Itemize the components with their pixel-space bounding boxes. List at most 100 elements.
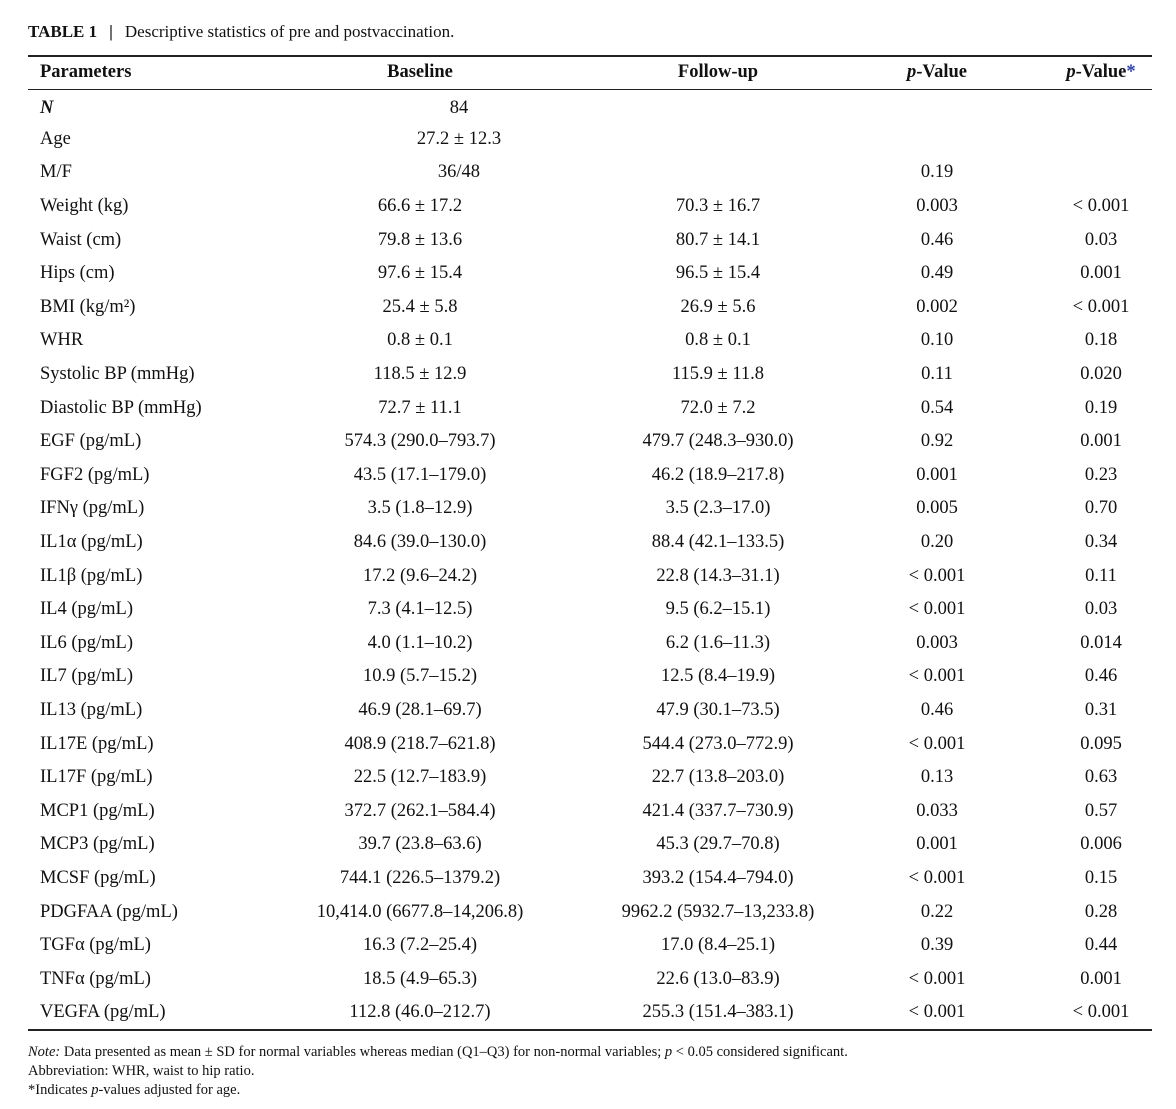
table-row: IL1α (pg/mL) 84.6 (39.0–130.0) 88.4 (42.1–… [28, 526, 1152, 560]
row-p-value: 0.46 [920, 699, 954, 720]
row-parameter: Hips (cm) [40, 263, 115, 284]
row-parameter: WHR [40, 330, 84, 351]
header-parameters: Parameters [40, 62, 132, 83]
row-p-value: 0.001 [916, 834, 958, 855]
row-baseline: 744.1 (226.5–1379.2) [339, 867, 501, 888]
row-parameter: MCP1 (pg/mL) [40, 800, 155, 821]
row-parameter: Age [40, 128, 71, 149]
row-parameter: Waist (cm) [40, 229, 122, 250]
row-followup: 80.7 ± 14.1 [675, 229, 761, 250]
row-parameter: IL1β (pg/mL) [40, 565, 143, 586]
row-p-value: 0.46 [920, 229, 954, 250]
star-text-2: -values adjusted for age. [98, 1082, 241, 1098]
row-combined-value: 84 [449, 97, 469, 118]
row-followup: 393.2 (154.4–794.0) [642, 867, 794, 888]
row-followup: 255.3 (151.4–383.1) [642, 1001, 794, 1022]
row-baseline: 408.9 (218.7–621.8) [344, 733, 496, 754]
header-p-rest: -Value [916, 62, 967, 83]
table-row: N 84 [28, 89, 1152, 123]
row-p-value-adjusted: 0.31 [1084, 699, 1118, 720]
row-p-value-adjusted: 0.15 [1084, 867, 1118, 888]
table-label: TABLE 1 [28, 22, 98, 41]
header-padj-italic: p [1066, 62, 1076, 83]
row-p-value [824, 89, 1050, 123]
table-row: M/F 36/48 0.19 [28, 156, 1152, 190]
table-row: FGF2 (pg/mL) 43.5 (17.1–179.0) 46.2 (18.9–… [28, 459, 1152, 493]
row-followup: 46.2 (18.9–217.8) [651, 464, 785, 485]
row-baseline: 39.7 (23.8–63.6) [358, 834, 482, 855]
row-baseline: 66.6 ± 17.2 [377, 196, 463, 217]
row-p-value-adjusted: 0.57 [1084, 800, 1118, 821]
row-p-value-adjusted: < 0.001 [1072, 196, 1130, 217]
row-followup: 9.5 (6.2–15.1) [665, 599, 771, 620]
row-parameter: IL1α (pg/mL) [40, 532, 143, 553]
row-parameter: M/F [40, 162, 72, 183]
row-parameter: BMI (kg/m²) [40, 296, 136, 317]
table-row: Diastolic BP (mmHg) 72.7 ± 11.1 72.0 ± 7.2… [28, 391, 1152, 425]
row-parameter: IFNγ (pg/mL) [40, 498, 145, 519]
table-caption: TABLE 1 | Descriptive statistics of pre an… [28, 22, 454, 42]
row-parameter: TNFα (pg/mL) [40, 968, 151, 989]
row-baseline: 72.7 ± 11.1 [378, 397, 462, 418]
table-body: N 84 Age 27.2 ± 12.3 M/F 36/48 0.19 Weig… [28, 89, 1152, 1030]
table-row: TGFα (pg/mL) 16.3 (7.2–25.4) 17.0 (8.4–25.… [28, 929, 1152, 963]
row-baseline: 3.5 (1.8–12.9) [367, 498, 473, 519]
row-parameter: FGF2 (pg/mL) [40, 464, 150, 485]
row-baseline: 18.5 (4.9–65.3) [362, 968, 478, 989]
row-p-value: < 0.001 [908, 867, 966, 888]
row-followup: 544.4 (273.0–772.9) [642, 733, 794, 754]
row-baseline: 10.9 (5.7–15.2) [362, 666, 478, 687]
row-parameter: Systolic BP (mmHg) [40, 364, 195, 385]
row-p-value: 0.11 [921, 364, 953, 385]
row-parameter: IL4 (pg/mL) [40, 599, 133, 620]
table-row: Systolic BP (mmHg) 118.5 ± 12.9 115.9 ± 11… [28, 358, 1152, 392]
table-row: MCSF (pg/mL) 744.1 (226.5–1379.2) 393.2 (1… [28, 862, 1152, 896]
row-followup: 22.6 (13.0–83.9) [656, 968, 780, 989]
row-parameter: IL7 (pg/mL) [40, 666, 133, 687]
row-p-value: 0.002 [916, 296, 958, 317]
table-row: VEGFA (pg/mL) 112.8 (46.0–212.7) 255.3 (15… [28, 996, 1152, 1030]
row-p-value: 0.005 [916, 498, 958, 519]
row-followup: 26.9 ± 5.6 [680, 296, 756, 317]
table-row: IL7 (pg/mL) 10.9 (5.7–15.2) 12.5 (8.4–19.9… [28, 660, 1152, 694]
table-row: Weight (kg) 66.6 ± 17.2 70.3 ± 16.7 0.003 < … [28, 190, 1152, 224]
row-baseline: 16.3 (7.2–25.4) [362, 935, 478, 956]
header-baseline: Baseline [387, 62, 453, 83]
row-followup: 421.4 (337.7–730.9) [642, 800, 794, 821]
row-p-value-adjusted: 0.19 [1084, 397, 1118, 418]
row-p-value-adjusted: 0.18 [1084, 330, 1118, 351]
row-followup: 45.3 (29.7–70.8) [656, 834, 780, 855]
table-row: BMI (kg/m²) 25.4 ± 5.8 26.9 ± 5.6 0.002 < 0.… [28, 291, 1152, 325]
row-parameter: IL17F (pg/mL) [40, 767, 153, 788]
table-row: MCP1 (pg/mL) 372.7 (262.1–584.4) 421.4 (33… [28, 794, 1152, 828]
row-p-value-adjusted: 0.014 [1080, 632, 1122, 653]
row-followup: 17.0 (8.4–25.1) [660, 935, 776, 956]
row-p-value: < 0.001 [908, 733, 966, 754]
star-p: p [91, 1082, 99, 1098]
table-row: IL17E (pg/mL) 408.9 (218.7–621.8) 544.4 (2… [28, 727, 1152, 761]
table-row: PDGFAA (pg/mL) 10,414.0 (6677.8–14,206.8)… [28, 895, 1152, 929]
row-baseline: 118.5 ± 12.9 [373, 364, 467, 385]
row-p-value: < 0.001 [908, 599, 966, 620]
row-baseline: 84.6 (39.0–130.0) [353, 532, 487, 553]
row-combined-value: 36/48 [437, 162, 481, 183]
row-followup: 6.2 (1.6–11.3) [665, 632, 771, 653]
note-line: Note: Data presented as mean ± SD for no… [28, 1043, 848, 1062]
table-row: MCP3 (pg/mL) 39.7 (23.8–63.6) 45.3 (29.7–7… [28, 828, 1152, 862]
row-parameter: PDGFAA (pg/mL) [40, 901, 178, 922]
row-p-value-adjusted: 0.095 [1080, 733, 1122, 754]
row-parameter: IL6 (pg/mL) [40, 632, 133, 653]
row-p-value-adjusted: 0.46 [1084, 666, 1118, 687]
table-row: TNFα (pg/mL) 18.5 (4.9–65.3) 22.6 (13.0–83… [28, 962, 1152, 996]
row-baseline: 97.6 ± 15.4 [377, 263, 463, 284]
caption-text: Descriptive statistics of pre and postva… [124, 22, 455, 41]
row-p-value: 0.13 [920, 767, 954, 788]
caption-separator: | [109, 22, 113, 41]
row-p-value-adjusted: 0.03 [1084, 599, 1118, 620]
star-line: *Indicates p-values adjusted for age. [28, 1081, 848, 1100]
row-p-value: 0.10 [920, 330, 954, 351]
row-followup: 115.9 ± 11.8 [671, 364, 765, 385]
row-combined-value: 27.2 ± 12.3 [416, 128, 502, 149]
header-p-value-adjusted: p-Value* [1050, 56, 1152, 89]
